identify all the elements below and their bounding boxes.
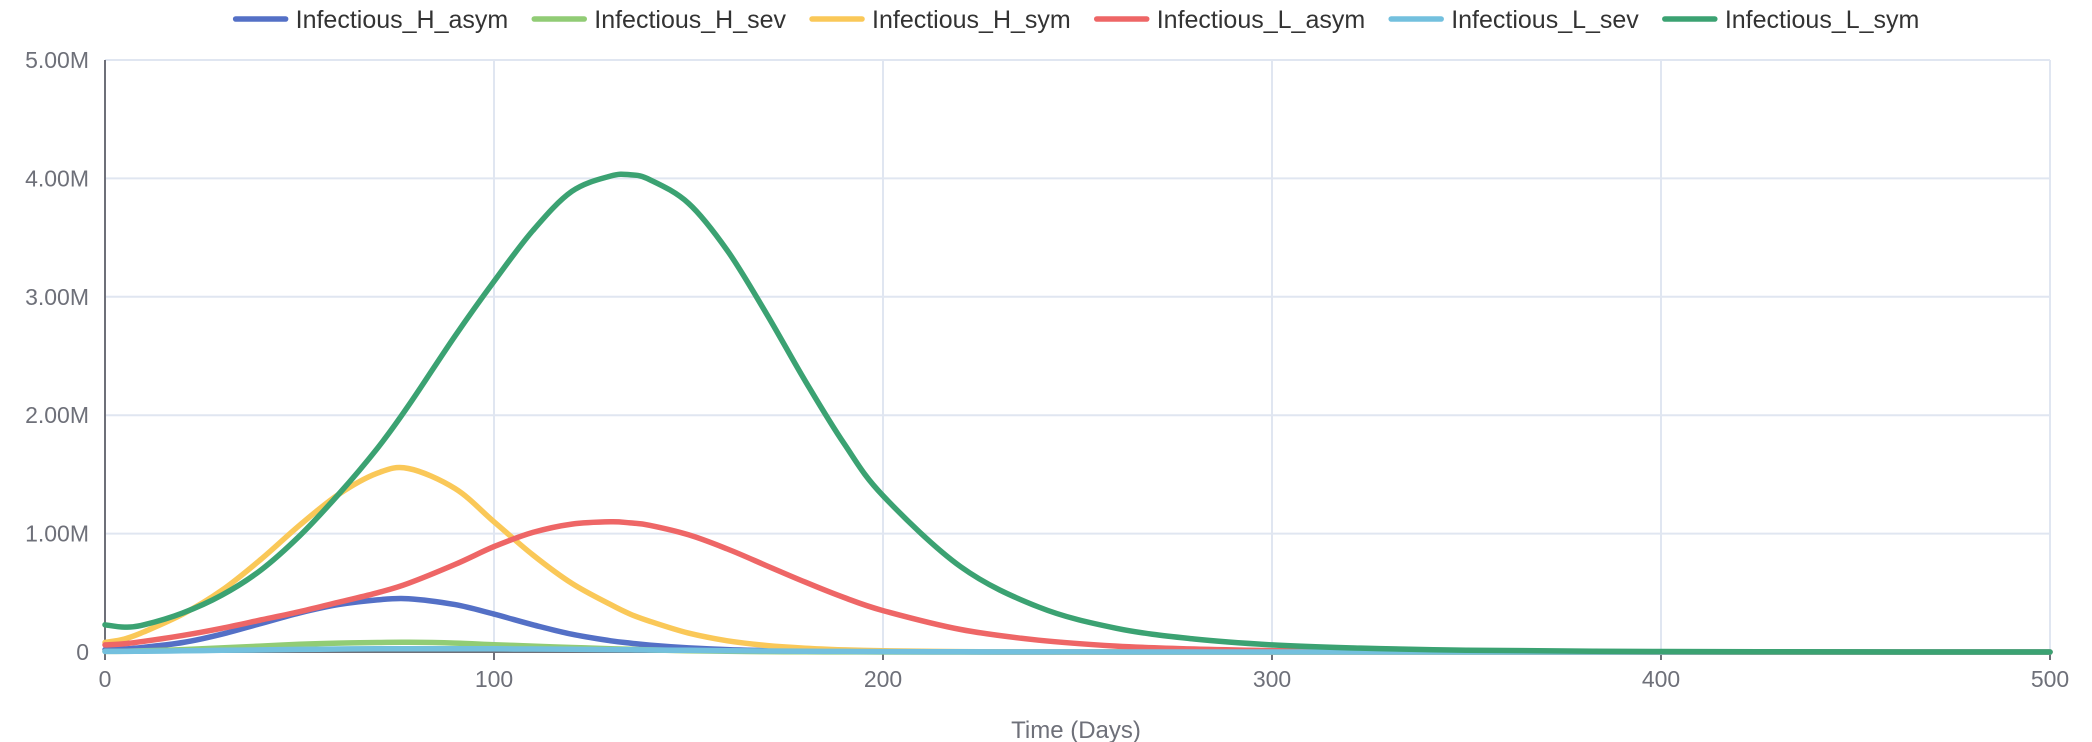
y-tick-label: 1.00M: [25, 521, 89, 547]
y-tick-label: 4.00M: [25, 165, 89, 191]
legend-label: Infectious_L_asym: [1157, 6, 1365, 34]
x-tick-label: 500: [2031, 666, 2069, 692]
axis-layer: 0 1.00M 2.00M 3.00M 4.00M 5.00M 0 100 200 300 400 5…: [25, 47, 2069, 692]
y-tick-label: 5.00M: [25, 47, 89, 73]
y-tick-label: 2.00M: [25, 402, 89, 428]
x-tick-label: 400: [1642, 666, 1680, 692]
y-tick-label: 0: [76, 639, 89, 665]
series-line-infectious-l-asym[interactable]: [102, 519, 2053, 655]
legend-item-infectious-h-asym[interactable]: Infectious_H_asym: [232, 6, 509, 34]
series-line-infectious-h-sym[interactable]: [102, 464, 2053, 655]
legend-label: Infectious_L_sev: [1451, 6, 1639, 34]
legend[interactable]: Infectious_H_asym Infectious_H_sev Infecti…: [232, 6, 1920, 34]
series-layer: [102, 171, 2053, 655]
legend-label: Infectious_L_sym: [1725, 6, 1920, 34]
legend-item-infectious-h-sym[interactable]: Infectious_H_sym: [809, 6, 1071, 34]
series-line-infectious-l-sym[interactable]: [102, 171, 2053, 655]
legend-label: Infectious_H_sym: [872, 6, 1071, 34]
y-tick-label: 3.00M: [25, 284, 89, 310]
grid-layer: [105, 59, 2051, 652]
legend-label: Infectious_H_sev: [594, 6, 786, 34]
x-tick-label: 300: [1253, 666, 1291, 692]
x-tick-label: 0: [99, 666, 112, 692]
legend-item-infectious-l-sev[interactable]: Infectious_L_sev: [1388, 6, 1639, 34]
series-line-infectious-l-sev[interactable]: [102, 645, 2053, 655]
x-tick-label: 200: [864, 666, 902, 692]
legend-item-infectious-h-sev[interactable]: Infectious_H_sev: [531, 6, 787, 34]
legend-item-infectious-l-sym[interactable]: Infectious_L_sym: [1662, 6, 1920, 34]
legend-item-infectious-l-asym[interactable]: Infectious_L_asym: [1093, 6, 1365, 34]
legend-label: Infectious_H_asym: [296, 6, 509, 34]
x-tick-label: 100: [475, 666, 513, 692]
x-axis-title: Time (Days): [1011, 717, 1141, 742]
